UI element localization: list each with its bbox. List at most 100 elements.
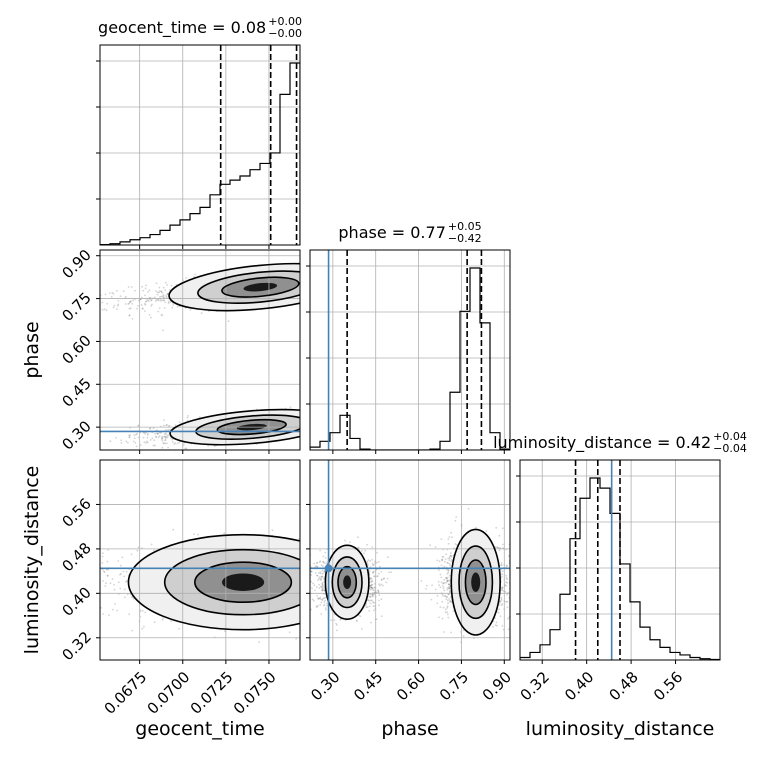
sample-point — [334, 420, 336, 422]
sample-point — [314, 416, 316, 418]
sample-point — [314, 602, 316, 604]
sample-point — [318, 424, 320, 426]
sample-point — [124, 596, 126, 598]
sample-point — [307, 273, 309, 275]
sample-point — [319, 549, 321, 552]
sample-point — [315, 266, 317, 268]
sample-point — [316, 565, 319, 568]
sample-point — [303, 425, 305, 427]
sample-point — [366, 272, 368, 274]
sample-point — [393, 420, 395, 422]
sample-point — [153, 549, 155, 552]
sample-point — [335, 426, 337, 428]
sample-point — [301, 428, 303, 430]
sample-point — [315, 577, 317, 579]
sample-point — [321, 572, 324, 575]
sample-point — [178, 441, 181, 444]
sample-point — [335, 424, 337, 426]
sample-point — [398, 267, 400, 269]
sample-point — [71, 582, 73, 584]
sample-point — [227, 320, 230, 323]
sample-point — [322, 277, 324, 279]
sample-point — [319, 293, 321, 295]
sample-point — [144, 294, 146, 297]
sample-point — [322, 565, 324, 568]
sample-point — [321, 587, 324, 589]
sample-point — [303, 272, 305, 274]
sample-point — [311, 419, 313, 421]
sample-point — [317, 597, 319, 600]
sample-point — [373, 609, 375, 612]
sample-point — [376, 282, 378, 284]
sample-point — [119, 587, 122, 590]
sample-point — [304, 274, 306, 276]
sample-point — [317, 554, 319, 556]
sample-point — [137, 305, 139, 307]
sample-point — [317, 288, 319, 290]
sample-point — [304, 630, 306, 632]
sample-point — [306, 286, 308, 288]
sample-point — [340, 276, 342, 278]
sample-point — [304, 425, 306, 427]
sample-point — [325, 284, 327, 286]
sample-point — [421, 411, 423, 413]
sample-point — [353, 287, 355, 289]
sample-point — [370, 586, 373, 589]
sample-point — [317, 423, 319, 425]
sample-point — [156, 293, 159, 296]
sample-point — [166, 436, 169, 439]
sample-point — [111, 291, 114, 294]
sample-point — [314, 271, 316, 273]
sample-point — [321, 575, 324, 578]
sample-point — [137, 425, 140, 427]
sample-point — [125, 570, 128, 573]
sample-point — [351, 260, 353, 262]
sample-point — [302, 270, 304, 272]
sample-point — [157, 432, 160, 435]
sample-point — [312, 280, 314, 282]
sample-point — [370, 621, 372, 624]
sample-point — [123, 588, 126, 591]
sample-point — [129, 301, 131, 304]
sample-point — [370, 416, 372, 418]
sample-point — [146, 432, 149, 435]
sample-point — [302, 425, 304, 427]
sample-point — [391, 605, 393, 607]
sample-point — [44, 575, 46, 577]
sample-point — [303, 280, 305, 282]
sample-point — [404, 273, 406, 275]
sample-point — [198, 416, 201, 419]
sample-point — [357, 546, 360, 549]
sample-point — [357, 414, 359, 416]
sample-point — [414, 270, 416, 272]
sample-point — [369, 595, 372, 598]
sample-point — [372, 571, 374, 574]
sample-point — [320, 278, 322, 280]
sample-point — [348, 289, 350, 291]
sample-point — [148, 289, 151, 292]
sample-point — [362, 285, 364, 287]
sample-point — [304, 573, 306, 575]
sample-point — [155, 298, 158, 301]
sample-point — [106, 560, 109, 563]
sample-point — [369, 284, 371, 286]
sample-point — [357, 276, 359, 278]
sample-point — [364, 270, 366, 272]
sample-point — [161, 292, 164, 294]
sample-point — [359, 412, 361, 414]
sample-point — [349, 277, 351, 279]
sample-point — [342, 268, 344, 270]
sample-point — [402, 601, 404, 603]
sample-point — [193, 275, 195, 278]
sample-point — [311, 294, 313, 296]
sample-point — [322, 597, 325, 600]
density-level — [221, 573, 265, 591]
sample-point — [128, 434, 131, 437]
sample-point — [321, 581, 324, 584]
sample-point — [161, 438, 164, 440]
sample-point — [454, 396, 456, 398]
sample-point — [355, 412, 357, 414]
sample-point — [315, 414, 317, 416]
sample-point — [323, 562, 326, 564]
sample-point — [412, 413, 414, 415]
